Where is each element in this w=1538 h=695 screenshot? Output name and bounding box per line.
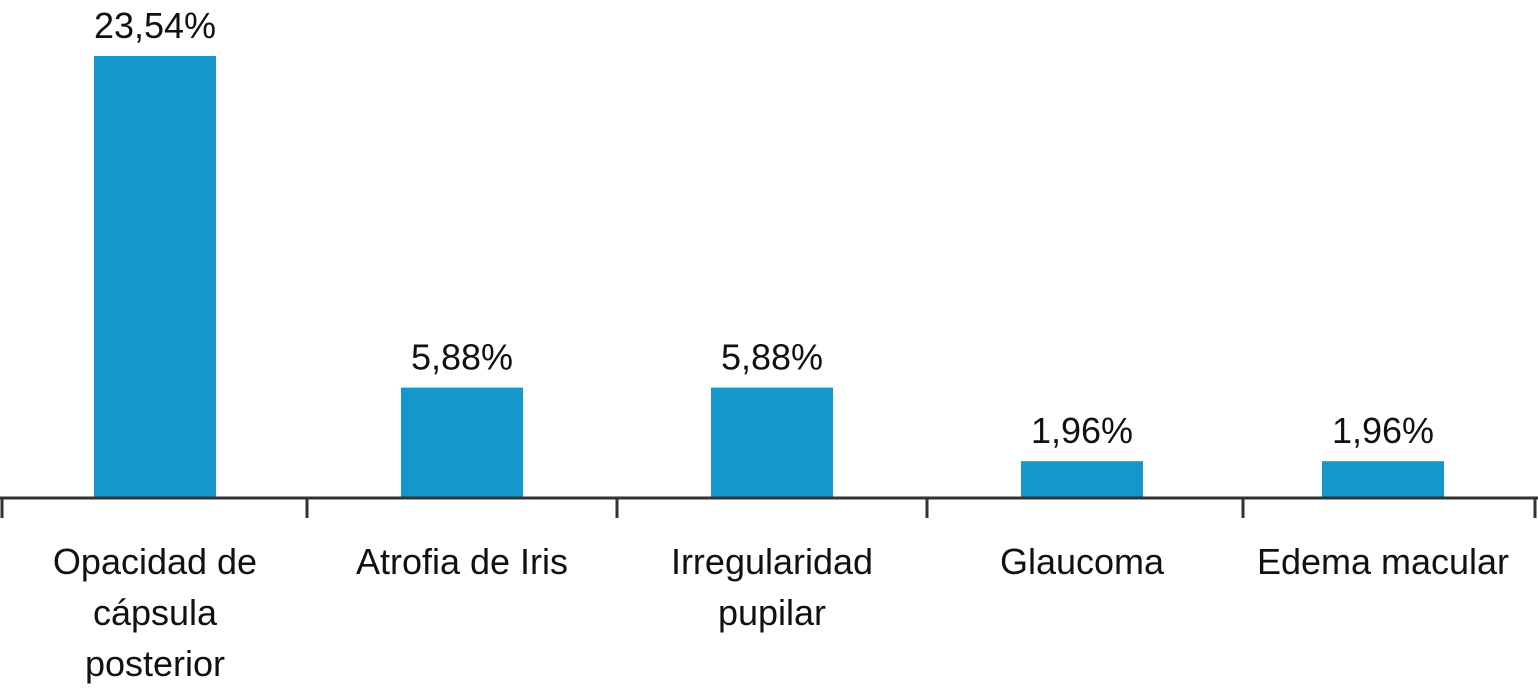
category-label: Glaucoma	[1000, 541, 1165, 582]
category-label-line: pupilar	[718, 592, 826, 633]
data-label: 5,88%	[411, 337, 513, 378]
data-labels-group: 23,54% 5,88% 5,88% 1,96% 1,96%	[94, 5, 1434, 451]
category-labels-group: Opacidad de cápsula posterior Atrofia de Ir…	[53, 541, 1509, 684]
category-label-line: Atrofia de Iris	[356, 541, 568, 582]
category-label: Edema macular	[1257, 541, 1509, 582]
category-label-line: Glaucoma	[1000, 541, 1165, 582]
bar	[711, 387, 833, 498]
data-label: 5,88%	[721, 337, 823, 378]
category-label: Irregularidad pupilar	[671, 541, 873, 633]
category-label: Atrofia de Iris	[356, 541, 568, 582]
data-label: 23,54%	[94, 5, 216, 46]
category-label-line: Edema macular	[1257, 541, 1509, 582]
bar	[94, 56, 216, 498]
bars-group	[94, 56, 1444, 498]
bar	[401, 387, 523, 498]
category-label-line: Opacidad de	[53, 541, 257, 582]
category-label-line: cápsula	[93, 592, 218, 633]
category-label: Opacidad de cápsula posterior	[53, 541, 257, 684]
bar	[1021, 461, 1143, 498]
category-label-line: Irregularidad	[671, 541, 873, 582]
bar	[1322, 461, 1444, 498]
category-label-line: posterior	[85, 643, 225, 684]
data-label: 1,96%	[1031, 410, 1133, 451]
x-axis	[0, 496, 1538, 518]
data-label: 1,96%	[1332, 410, 1434, 451]
